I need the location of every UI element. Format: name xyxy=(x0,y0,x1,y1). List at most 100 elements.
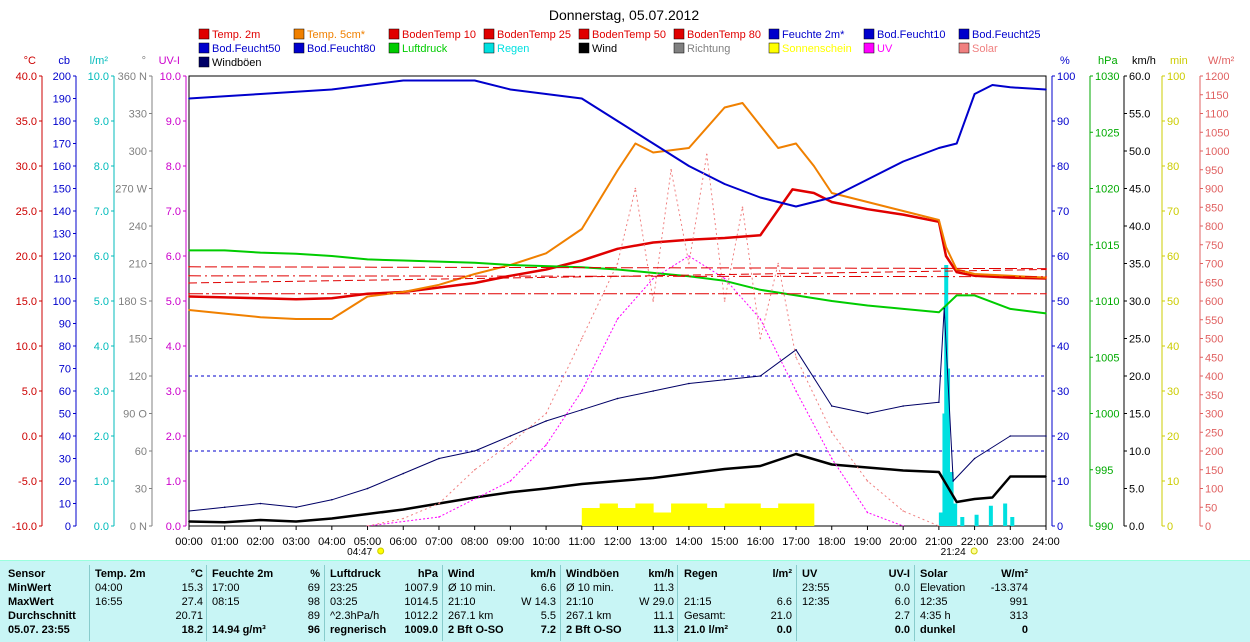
stats-row-regen-2: Gesamt: 21.0 xyxy=(684,609,792,623)
rain-bar-5 xyxy=(953,503,958,526)
legend-swatch-18 xyxy=(198,56,210,68)
stats-value-solar-3: 0 xyxy=(1021,624,1028,636)
sunset-label: 21:24 xyxy=(941,547,966,558)
weather-chart: Donnerstag, 05.07.2012 Temp. 2m Temp. 5cm… xyxy=(11,7,1235,558)
series-point-1-15 xyxy=(688,147,690,149)
legend-swatch-9 xyxy=(198,42,210,54)
x-tick-label-8: 08:00 xyxy=(461,536,489,548)
series-point-13-1 xyxy=(1045,293,1047,295)
stats-note-feuchte-0: 17:00 xyxy=(212,582,240,594)
right-tick-label-0-6: 40 xyxy=(1057,341,1069,353)
series-point-6-2 xyxy=(509,480,512,482)
series-point-0-12 xyxy=(616,248,619,250)
legend-swatch-6 xyxy=(768,28,780,40)
right-tick-label-3-8: 20 xyxy=(1167,431,1179,443)
series-point-0-19 xyxy=(830,201,833,203)
series-point-5-4 xyxy=(331,498,333,501)
series-point-4-10 xyxy=(545,487,547,490)
sunshine-bar-10-2 xyxy=(766,508,771,526)
series-point-12-1 xyxy=(1045,268,1047,271)
series-point-7-5 xyxy=(545,412,547,415)
right-tick-label-4-1: 1150 xyxy=(1205,90,1229,102)
series-point-7-19 xyxy=(866,480,869,482)
legend-swatch-2 xyxy=(388,28,400,40)
sunshine-bar-11-4 xyxy=(789,503,794,526)
stats-value-temp-0: 15.3 xyxy=(181,582,203,594)
stats-note-wind-2: 267.1 km xyxy=(448,610,494,622)
series-point-5-21 xyxy=(938,401,940,404)
series-point-7-7 xyxy=(616,262,619,265)
left-tick-label-1-18: 20 xyxy=(59,476,71,488)
series-line-0 xyxy=(188,188,1047,301)
sunshine-bar-0-2 xyxy=(587,508,592,526)
legend-label-6: Feuchte 2m* xyxy=(782,29,845,41)
left-tick-label-1-3: 170 xyxy=(53,139,71,151)
series-point-10-0 xyxy=(188,266,190,268)
series-point-4-16 xyxy=(759,465,762,467)
stats-value-regen-3: 0.0 xyxy=(776,624,792,636)
sunset-marker xyxy=(970,547,978,555)
left-tick-label-0-9: -5.0 xyxy=(18,476,37,488)
stats-note-boeen-2: 267.1 km xyxy=(566,610,612,622)
series-point-4-25 xyxy=(1009,475,1012,478)
series-point-1-28 xyxy=(973,273,976,275)
series-point-5-9 xyxy=(509,435,512,437)
series-point-7-11 xyxy=(688,262,690,265)
series-point-0-25 xyxy=(973,275,976,277)
series-point-1-18 xyxy=(759,124,762,127)
series-point-1-20 xyxy=(795,142,797,145)
rain-bar-3 xyxy=(946,368,951,526)
series-point-3-7 xyxy=(438,260,440,263)
stats-value-regen-1: 6.6 xyxy=(776,596,792,608)
series-point-1-10 xyxy=(545,252,547,255)
stats-note-luftdruck-3: regnerisch xyxy=(330,624,387,636)
stats-header-sensor: Sensor xyxy=(8,568,46,580)
right-tick-label-2-7: 25.0 xyxy=(1129,334,1150,346)
left-tick-label-4-10: 0.0 xyxy=(166,521,181,533)
series-point-13-0 xyxy=(188,293,190,295)
rain-bar-6 xyxy=(960,517,965,526)
series-point-1-19 xyxy=(777,147,779,149)
series-point-2-6 xyxy=(402,79,405,82)
right-tick-label-0-9: 10 xyxy=(1057,476,1069,488)
stats-note-luftdruck-1: 03:25 xyxy=(330,596,358,608)
stats-row-regen-0 xyxy=(684,581,792,595)
left-tick-label-4-1: 9.0 xyxy=(166,116,181,128)
left-tick-label-1-0: 200 xyxy=(53,71,71,83)
sunshine-bar-6-4 xyxy=(700,503,705,526)
series-point-0-10 xyxy=(545,268,547,271)
series-point-2-20 xyxy=(902,160,904,163)
series-point-4-17 xyxy=(795,453,797,455)
series-point-1-16 xyxy=(723,106,726,109)
series-point-0-7 xyxy=(438,286,440,289)
stats-row-wind-2: 267.1 km 5.5 xyxy=(448,609,556,623)
series-point-5-22 xyxy=(943,307,946,310)
series-line-6 xyxy=(367,255,904,527)
right-tick-label-2-8: 20.0 xyxy=(1129,371,1150,383)
right-tick-label-4-6: 900 xyxy=(1205,184,1223,196)
sunshine-bar-5-0 xyxy=(671,503,676,526)
series-point-5-20 xyxy=(902,405,904,407)
left-tick-label-1-9: 110 xyxy=(53,274,71,286)
stats-row-wind-3: 2 Bft O-SO 7.2 xyxy=(448,623,556,637)
x-tick-label-23: 23:00 xyxy=(997,536,1025,548)
series-point-0-21 xyxy=(902,213,904,216)
left-tick-label-1-12: 80 xyxy=(59,341,71,353)
stats-note-feuchte-3: 14.94 g/m³ xyxy=(212,624,266,636)
stats-value-wind-2: 5.5 xyxy=(540,610,556,622)
stats-col-temp: Temp. 2m °C 04:00 15.3 16:55 27.4 20.71 18.2 xyxy=(95,567,203,637)
right-tick-label-4-15: 450 xyxy=(1205,352,1223,364)
stats-note-wind-0: Ø 10 min. xyxy=(448,582,496,594)
legend-label-15: Sonnenschein xyxy=(782,43,852,55)
series-point-5-1 xyxy=(223,506,226,509)
right-tick-label-1-4: 1010 xyxy=(1095,296,1119,308)
right-axis-unit-1: hPa xyxy=(1098,55,1118,67)
sunshine-bar-6-2 xyxy=(694,503,699,526)
plot-area xyxy=(188,75,1047,527)
right-tick-label-0-3: 70 xyxy=(1057,206,1069,218)
sunshine-bar-5-4 xyxy=(682,503,687,526)
series-point-1-26 xyxy=(945,246,947,248)
series-point-5-2 xyxy=(259,502,262,505)
stats-row-temp-3: 18.2 xyxy=(95,623,203,637)
series-point-6-3 xyxy=(545,444,547,446)
